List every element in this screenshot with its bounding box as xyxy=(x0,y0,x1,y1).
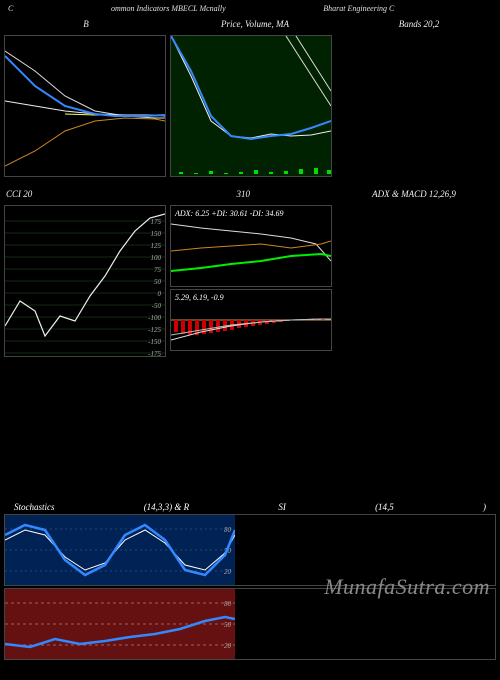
svg-text:80: 80 xyxy=(224,526,232,534)
header: C ommon Indicators MBECL Mcnally Bharat … xyxy=(0,0,500,17)
svg-text:-150: -150 xyxy=(148,338,161,346)
bollinger-chart xyxy=(4,35,166,177)
title-bands: Bands 20,2 xyxy=(344,19,494,29)
cci-value: 310 xyxy=(170,189,250,199)
title-adx: ADX & MACD 12,26,9 xyxy=(334,189,494,199)
macd-chart: 5.29, 6.19, -0.9 xyxy=(170,289,332,351)
svg-text:100: 100 xyxy=(151,254,162,262)
svg-text:20: 20 xyxy=(224,642,232,650)
svg-text:ADX: 6.25 +DI: 30.61 -DI: 34.6: ADX: 6.25 +DI: 30.61 -DI: 34.69 xyxy=(174,209,284,218)
mid-titles: CCI 20 310 ADX & MACD 12,26,9 xyxy=(0,187,500,201)
svg-text:5.29, 6.19, -0.9: 5.29, 6.19, -0.9 xyxy=(175,293,224,302)
header-center-right: Bharat Engineering C xyxy=(323,4,394,13)
svg-text:80: 80 xyxy=(224,600,232,608)
svg-text:-175: -175 xyxy=(148,350,161,356)
title-stoch-params: (14,3,3) & R xyxy=(144,502,190,512)
stoch-titles: Stochastics (14,3,3) & R SI (14,5 ) xyxy=(4,500,496,514)
row-top xyxy=(0,31,500,181)
svg-text:175: 175 xyxy=(151,218,162,226)
header-left: C xyxy=(8,4,13,13)
cci-chart: 175 150 125 100 75 50 0 -50 -100 -125 -150 -175 xyxy=(4,205,166,357)
top-titles: B Price, Volume, MA Bands 20,2 xyxy=(0,17,500,31)
price-chart xyxy=(170,35,332,177)
adx-macd-column: ADX: 6.25 +DI: 30.61 -DI: 34.69 5.29, 6.… xyxy=(170,205,332,357)
svg-text:75: 75 xyxy=(154,266,162,274)
svg-text:50: 50 xyxy=(154,278,162,286)
title-si: SI xyxy=(278,502,286,512)
adx-chart: ADX: 6.25 +DI: 30.61 -DI: 34.69 xyxy=(170,205,332,287)
svg-text:-100: -100 xyxy=(148,314,161,322)
svg-text:0: 0 xyxy=(158,290,162,298)
title-price: Price, Volume, MA xyxy=(175,19,335,29)
svg-text:50: 50 xyxy=(224,621,232,629)
title-bollinger: B xyxy=(6,19,166,29)
header-center-left: ommon Indicators MBECL Mcnally xyxy=(111,4,226,13)
svg-text:150: 150 xyxy=(151,230,162,238)
svg-text:125: 125 xyxy=(151,242,162,250)
title-cci: CCI 20 xyxy=(6,189,86,199)
watermark: MunafaSutra.com xyxy=(324,574,490,600)
title-stoch-right: (14,5 xyxy=(375,502,394,512)
title-stoch: Stochastics xyxy=(14,502,55,512)
row-mid: 175 150 125 100 75 50 0 -50 -100 -125 -150 -175 ADX… xyxy=(0,201,500,361)
title-stoch-paren: ) xyxy=(483,502,486,512)
svg-text:-50: -50 xyxy=(152,302,162,310)
svg-text:20: 20 xyxy=(224,568,232,576)
svg-text:-125: -125 xyxy=(148,326,161,334)
